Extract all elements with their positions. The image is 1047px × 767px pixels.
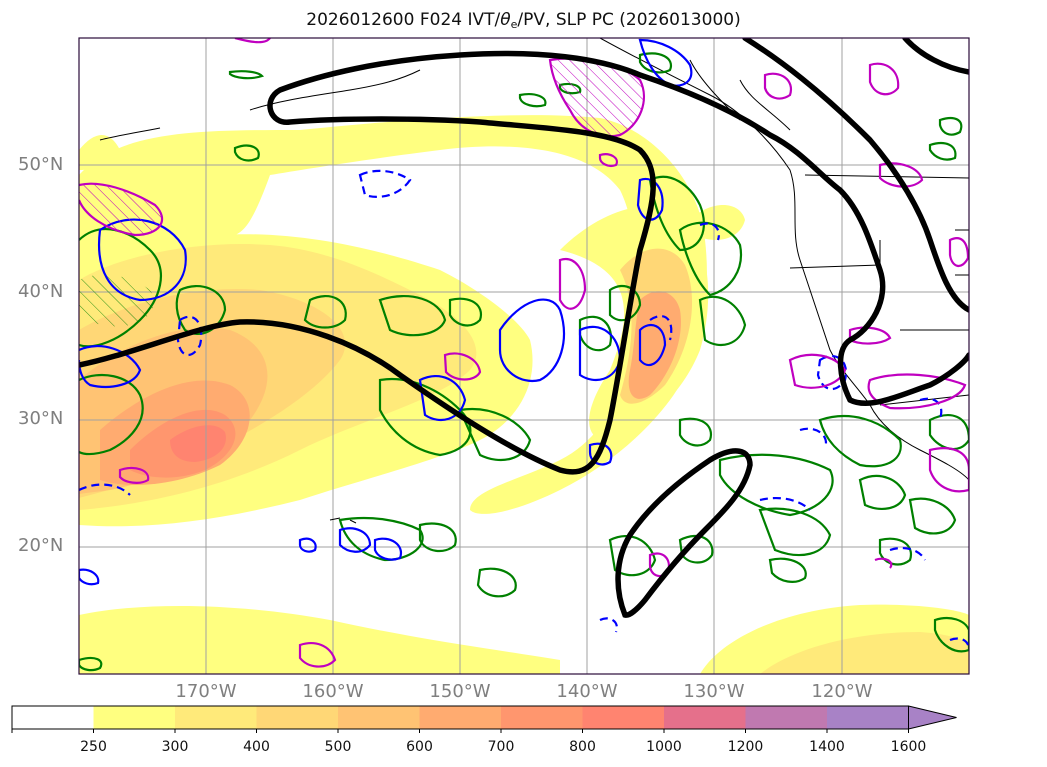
colorbar-tick-label: 1000 (646, 739, 682, 755)
colorbar (11, 705, 957, 733)
slp-contour-northeast (742, 38, 969, 313)
colorbar-tick-label: 400 (243, 739, 270, 755)
colorbar-extend-arrow (908, 705, 957, 730)
colorbar-segment (175, 706, 257, 729)
colorbar-tick-label: 500 (324, 739, 352, 755)
colorbar-segment (93, 706, 176, 729)
slp-contours (79, 38, 969, 618)
slp-contour-main (79, 50, 969, 475)
colorbar-segment (827, 706, 909, 729)
colorbar-tick-label: 250 (80, 739, 107, 755)
lat-label-40n: 40°N (18, 281, 64, 302)
colorbar-segment (664, 706, 746, 729)
colorbar-segment (256, 706, 339, 729)
lon-label-130w: 130°W (683, 681, 745, 702)
colorbar-segment (338, 706, 420, 729)
lat-label-30n: 30°N (18, 408, 64, 429)
colorbar-tick-label: 600 (406, 739, 433, 755)
pv-hatched-region (550, 58, 644, 137)
map-frame (78, 37, 970, 675)
colorbar-tick-label: 300 (161, 739, 189, 755)
colorbar-tick-label: 700 (487, 739, 515, 755)
colorbar-segment (582, 706, 665, 729)
colorbar-segment (12, 706, 94, 729)
colorbar-tick-label: 1400 (809, 739, 845, 755)
lon-label-150w: 150°W (429, 681, 491, 702)
ivt-300-southeast-band (760, 632, 969, 674)
lon-label-160w: 160°W (302, 681, 364, 702)
ivt-250-northwest-band (79, 135, 120, 170)
pv-hatched-region-west (79, 183, 163, 235)
colorbar-segment (419, 706, 502, 729)
colorbar-outline (11, 705, 909, 730)
ivt-800-band (170, 425, 226, 462)
lon-label-170w: 170°W (175, 681, 237, 702)
coastlines (99, 38, 969, 524)
title-suffix: /PV, SLP PC (2026013000) (517, 10, 741, 30)
ivt-250-tropical-band (79, 605, 560, 674)
slp-contour-south (615, 448, 753, 618)
lat-label-50n: 50°N (18, 154, 64, 175)
lat-label-20n: 20°N (18, 535, 64, 556)
lon-label-120w: 120°W (811, 681, 873, 702)
ivt-shading (79, 115, 969, 674)
theta-e-hatched-region (79, 274, 154, 327)
colorbar-tick-label: 1600 (890, 739, 927, 755)
colorbar-segment (501, 706, 583, 729)
gridlines (79, 38, 969, 674)
slp-contour-far-northeast (902, 38, 969, 75)
colorbar-segment (745, 706, 828, 729)
title-prefix: 2026012600 F024 IVT/ (306, 10, 501, 30)
colorbar-tick-label: 800 (569, 739, 596, 755)
figure-title: 2026012600 F024 IVT/θe/PV, SLP PC (20260… (0, 10, 1047, 31)
colorbar-tick-label: 1200 (727, 739, 764, 755)
lon-label-140w: 140°W (556, 681, 618, 702)
title-theta: θ (500, 10, 511, 30)
title-theta-sub: e (510, 18, 518, 31)
